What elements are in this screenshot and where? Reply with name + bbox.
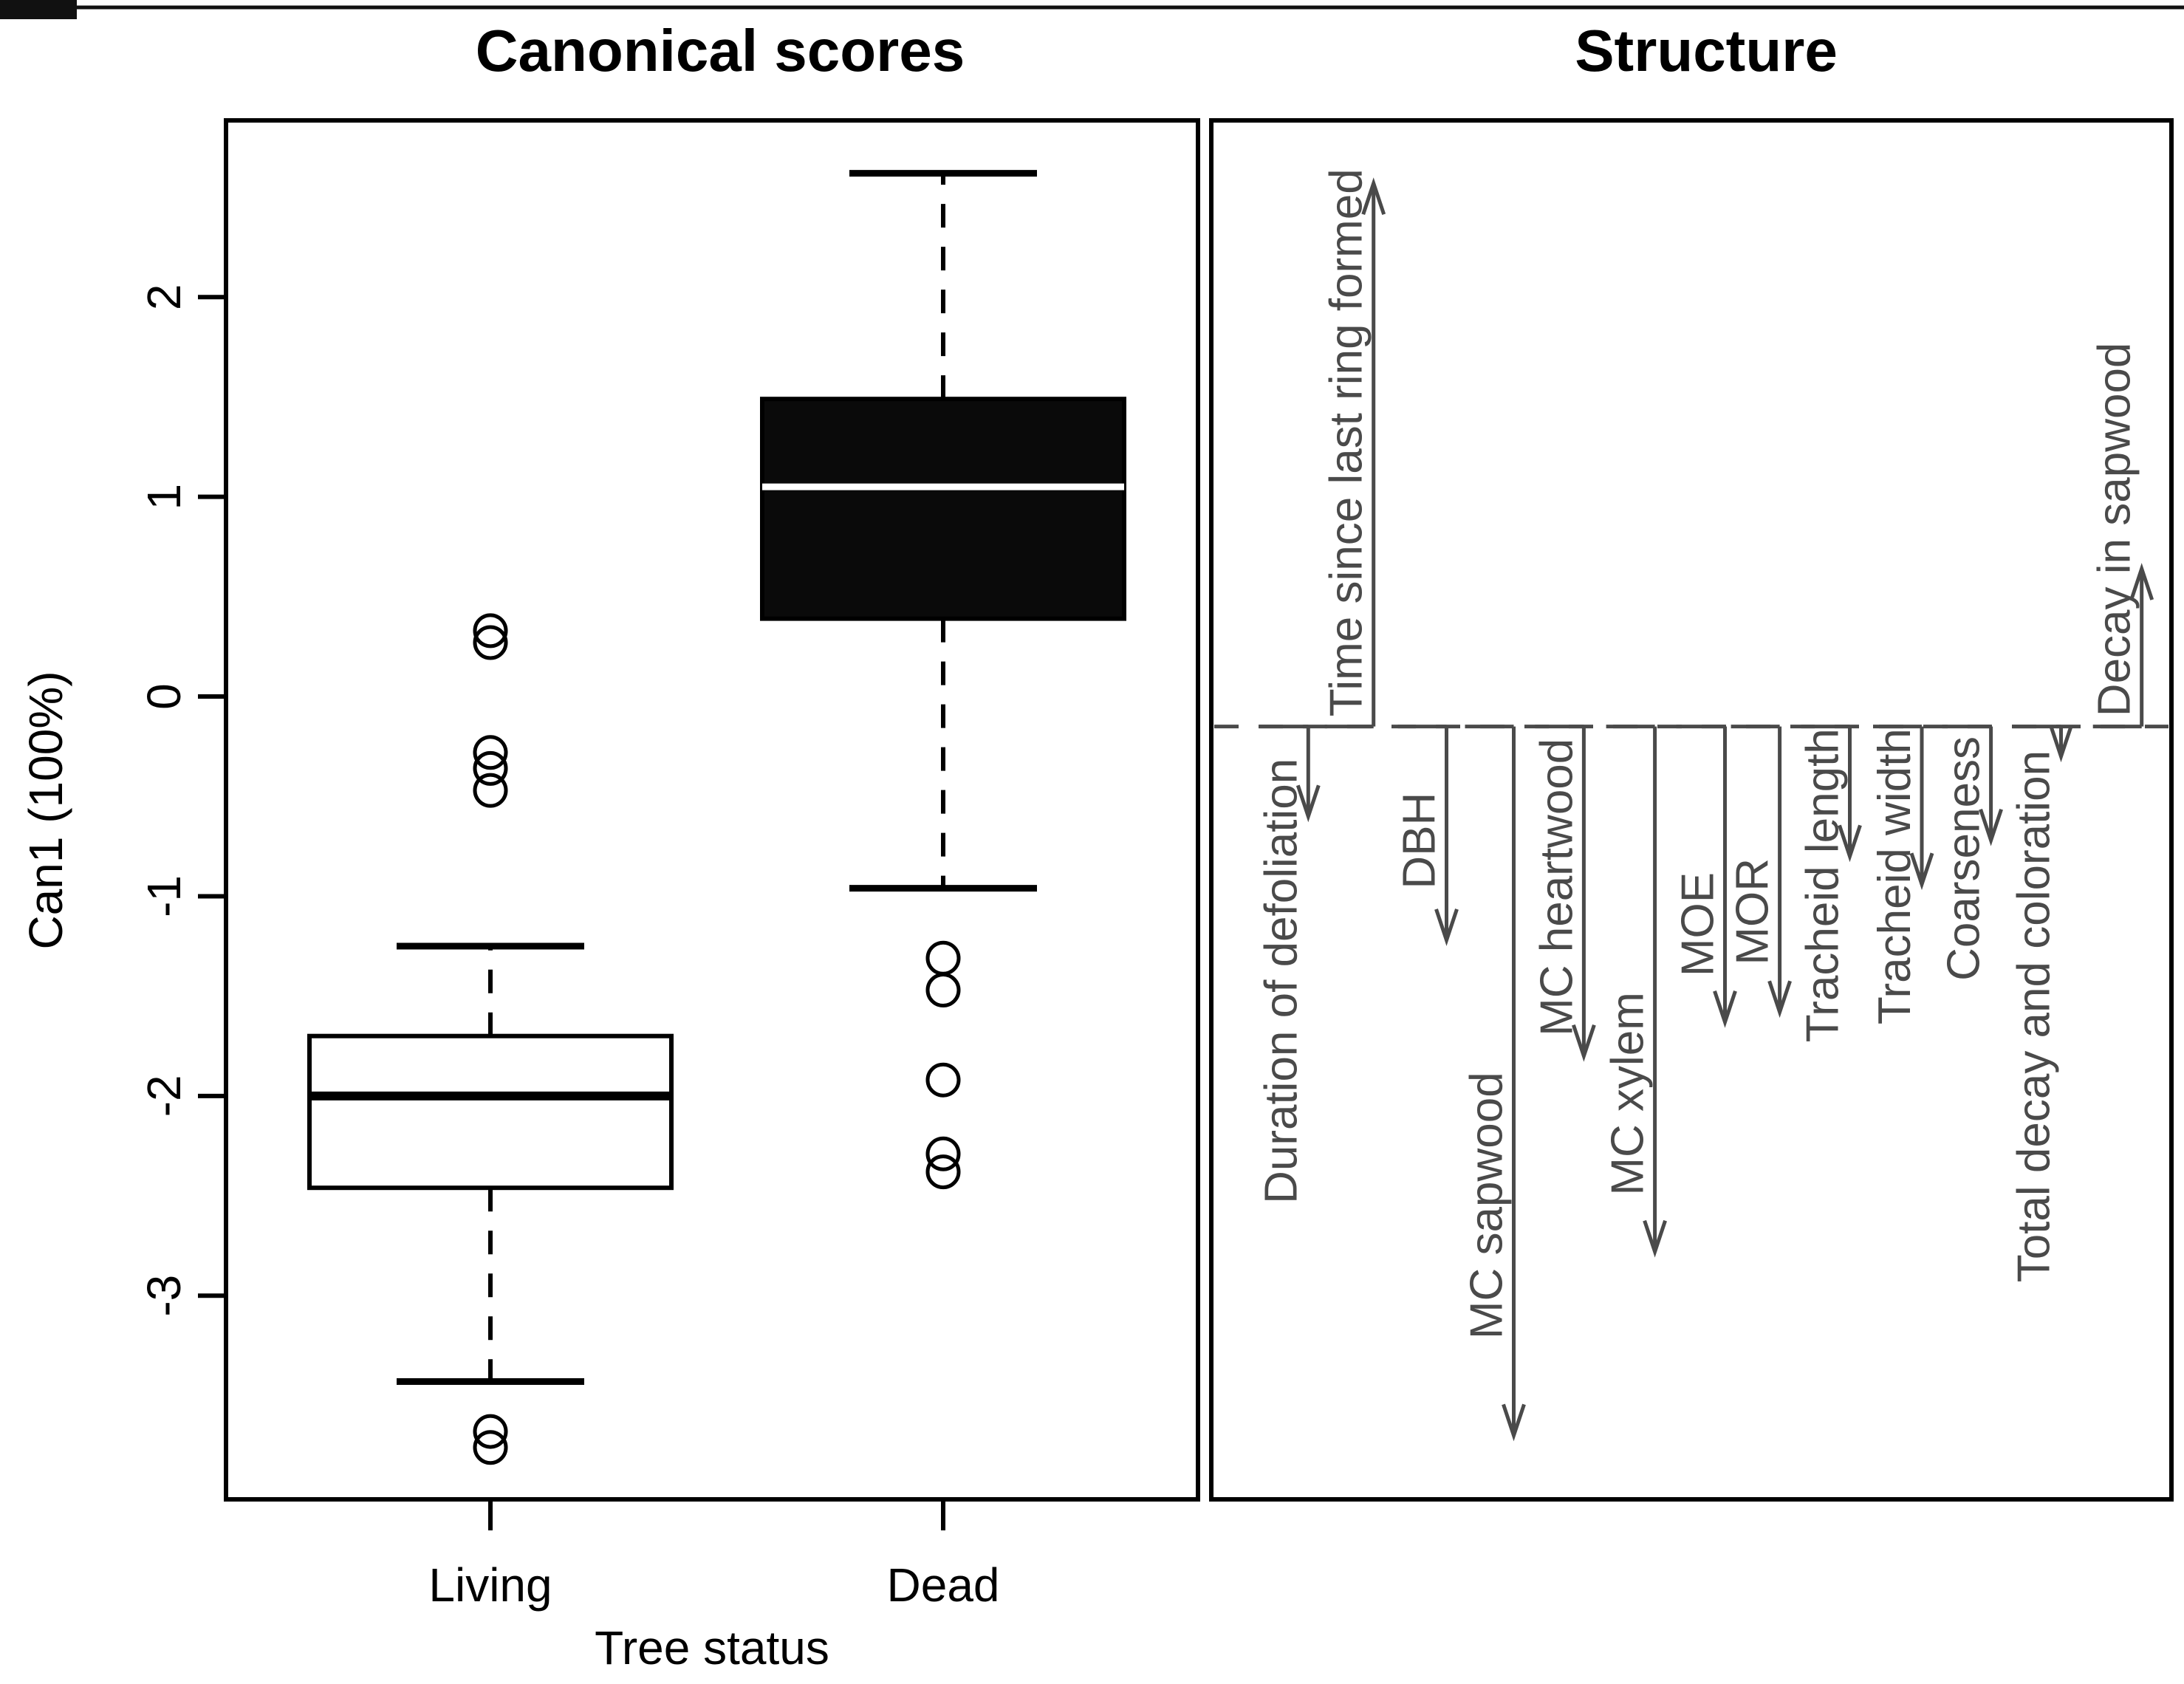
y-tick-label: -1 — [137, 875, 191, 917]
outlier-point — [473, 735, 508, 770]
y-tick-label: -3 — [137, 1275, 191, 1317]
loading-arrow-moe: MOE — [1673, 725, 1737, 1028]
x-tick-label-dead: Dead — [887, 1558, 1000, 1612]
arrow-head — [1643, 1219, 1667, 1258]
arrow-head — [1434, 908, 1459, 946]
x-axis: Living Dead — [428, 1499, 1000, 1612]
loading-arrow-dbh: DBH — [1394, 725, 1459, 946]
loading-arrow-mc-heartwood: MC heartwood — [1531, 725, 1596, 1062]
y-tick-label: -2 — [137, 1075, 191, 1117]
arrow-head — [1909, 852, 1934, 891]
loading-arrow-time-since-last-ring-formed: Time since last ring formed — [1321, 168, 1386, 729]
outlier-point — [473, 750, 508, 786]
outlier-point — [473, 1414, 508, 1449]
arrow-head — [2129, 563, 2154, 600]
arrow-label: MC heartwood — [1531, 739, 1582, 1036]
outlier-point — [473, 1430, 508, 1465]
y-tick-label: 1 — [137, 484, 191, 510]
arrow-head — [1572, 1024, 1596, 1062]
arrow-head — [2049, 725, 2073, 763]
loading-arrow-total-decay-and-coloration: Total decay and coloration — [2009, 725, 2073, 1282]
arrow-head — [1295, 784, 1321, 823]
arrow-label: MC xylem — [1603, 992, 1654, 1196]
outlier-point — [925, 973, 961, 1008]
loading-arrows: Duration of defoliation Time since last r… — [1214, 168, 2168, 1442]
arrow-label: MC sapwood — [1462, 1072, 1513, 1339]
y-axis: 2 1 0 -1 -2 -3 — [137, 284, 226, 1317]
arrow-label: Duration of defoliation — [1256, 759, 1307, 1204]
left-panel-frame — [224, 118, 1200, 1502]
arrow-label: Total decay and coloration — [2009, 750, 2060, 1282]
outlier-point — [473, 613, 508, 648]
arrow-label: DBH — [1394, 793, 1445, 889]
arrow-label: Tracheid width — [1869, 728, 1920, 1024]
right-panel-frame — [1209, 118, 2174, 1502]
arrow-head — [1713, 990, 1737, 1028]
loading-arrow-mc-sapwood: MC sapwood — [1462, 725, 1526, 1442]
scan-corner-artifact — [0, 0, 77, 19]
right-panel: Structure Duration of defoliation Time si… — [1209, 18, 2174, 1502]
loading-arrow-mor: MOR — [1728, 725, 1792, 1019]
arrow-head — [1838, 824, 1862, 863]
loading-arrow-duration-of-defoliation: Duration of defoliation — [1256, 725, 1321, 1204]
iqr-box — [307, 1033, 674, 1191]
left-panel-title: Canonical scores — [476, 18, 965, 83]
arrow-label: Time since last ring formed — [1321, 168, 1372, 716]
loading-arrow-mc-xylem: MC xylem — [1603, 725, 1667, 1258]
arrow-label: Coarseness — [1939, 736, 1990, 981]
arrow-label: MOR — [1728, 858, 1779, 965]
x-axis-title: Tree status — [595, 1621, 829, 1674]
x-tick-label-living: Living — [428, 1558, 552, 1612]
arrow-head — [1502, 1403, 1526, 1442]
outlier-point — [473, 773, 508, 808]
loading-arrow-tracheid-length: Tracheid length — [1798, 725, 1862, 1042]
iqr-box — [760, 397, 1126, 621]
outlier-point — [925, 1154, 961, 1190]
loading-arrow-decay-in-sapwood: Decay in sapwood — [2089, 343, 2154, 729]
boxplot-living — [307, 613, 674, 1465]
arrow-label: Tracheid length — [1798, 728, 1849, 1042]
boxplots — [307, 170, 1126, 1465]
outlier-point — [473, 625, 508, 660]
arrow-head — [1361, 177, 1386, 215]
outlier-point — [925, 1062, 961, 1098]
loading-arrow-coarseness: Coarseness — [1939, 725, 2003, 981]
y-tick-label: 0 — [137, 683, 191, 710]
outlier-point — [925, 1136, 961, 1171]
arrow-head — [1979, 808, 2003, 846]
loading-arrow-tracheid-width: Tracheid width — [1869, 725, 1934, 1024]
arrow-label: MOE — [1673, 872, 1724, 976]
y-axis-title: Can1 (100%) — [19, 671, 72, 949]
outlier-point — [925, 940, 961, 976]
arrow-head — [1767, 980, 1792, 1019]
boxplot-dead — [760, 170, 1126, 1190]
left-panel: Canonical scores Can1 (100%) Tree status… — [19, 18, 1200, 1674]
arrow-label: Decay in sapwood — [2089, 343, 2140, 717]
right-panel-title: Structure — [1575, 18, 1838, 83]
y-tick-label: 2 — [137, 284, 191, 310]
